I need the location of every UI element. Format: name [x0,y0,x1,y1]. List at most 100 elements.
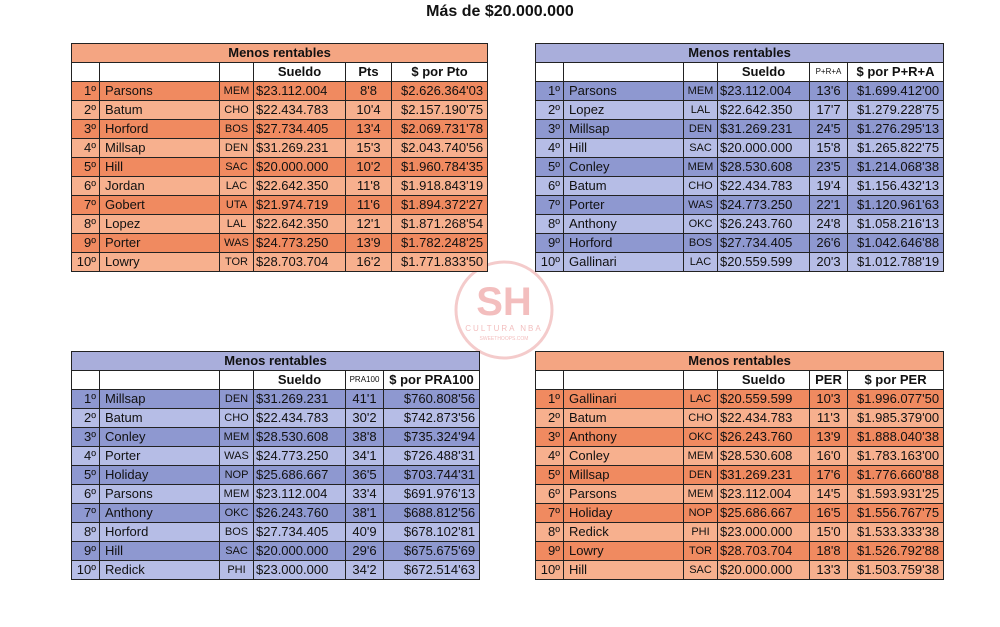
stat-cell: 29'6 [345,541,384,561]
player-cell: Batum [563,408,684,428]
player-cell: Lowry [563,541,684,561]
stat-cell: 34'2 [345,560,384,580]
salary-cell: $27.734.405 [253,119,346,139]
rank-cell: 5º [71,157,100,177]
stat-cell: 11'8 [345,176,392,196]
player-cell: Parsons [563,81,684,101]
player-cell: Hill [563,560,684,580]
table-pts: Menos rentables Sueldo Pts $ por Pto 1º Parso… [70,43,489,272]
column-header-player [563,370,684,390]
table-per: Menos rentables Sueldo PER $ por PER 1º Galli… [534,351,945,580]
rank-cell: 7º [71,195,100,215]
column-header-ratio: $ por P+R+A [846,62,945,82]
stat-cell: 17'6 [809,465,848,485]
ratio-cell: $1.888.040'38 [846,427,945,447]
ratio-cell: $1.533.333'38 [846,522,945,542]
table-row: 8º Horford BOS $27.734.405 40'9 $678.102'81 [71,522,481,542]
table-row: 3º Millsap DEN $31.269.231 24'5 $1.276.295'13 [535,119,945,139]
salary-cell: $24.773.250 [717,195,810,215]
column-header-rank [71,62,100,82]
stat-cell: 13'9 [809,427,848,447]
player-cell: Anthony [563,427,684,447]
salary-cell: $31.269.231 [717,465,810,485]
player-cell: Conley [563,157,684,177]
table-row: 2º Batum CHO $22.434.783 30'2 $742.873'56 [71,408,481,428]
rank-cell: 6º [535,176,564,196]
table-caption: Menos rentables [534,43,945,63]
table-row: 4º Hill SAC $20.000.000 15'8 $1.265.822'75 [535,138,945,158]
column-header-rank [535,62,564,82]
rank-cell: 2º [535,408,564,428]
column-header-ratio: $ por PRA100 [382,370,481,390]
player-cell: Horford [99,522,220,542]
rank-cell: 7º [71,503,100,523]
stat-cell: 16'0 [809,446,848,466]
table-row: 2º Batum CHO $22.434.783 11'3 $1.985.379'00 [535,408,945,428]
page-title: Más de $20.000.000 [426,3,574,20]
player-cell: Batum [99,100,220,120]
column-header-team [683,370,718,390]
salary-cell: $22.434.783 [717,408,810,428]
salary-cell: $23.112.004 [717,81,810,101]
table-row: 10º Lowry TOR $28.703.704 16'2 $1.771.833'50 [71,252,489,272]
rank-cell: 8º [535,522,564,542]
team-cell: OKC [683,214,718,234]
team-cell: SAC [683,560,718,580]
ratio-cell: $1.699.412'00 [846,81,945,101]
logo-line1: CULTURA NBA [465,324,542,333]
table-row: 4º Porter WAS $24.773.250 34'1 $726.488'31 [71,446,481,466]
team-cell: NOP [219,465,254,485]
salary-cell: $31.269.231 [253,389,346,409]
team-cell: LAC [219,176,254,196]
player-cell: Redick [99,560,220,580]
team-cell: WAS [219,446,254,466]
rank-cell: 4º [535,138,564,158]
stat-cell: 38'1 [345,503,384,523]
team-cell: BOS [219,119,254,139]
ratio-cell: $2.626.364'03 [390,81,489,101]
salary-cell: $21.974.719 [253,195,346,215]
player-cell: Parsons [563,484,684,504]
rank-cell: 5º [535,157,564,177]
rank-cell: 6º [71,176,100,196]
table-row: 4º Conley MEM $28.530.608 16'0 $1.783.163'00 [535,446,945,466]
column-header-ratio: $ por Pto [390,62,489,82]
column-header-stat: PER [809,370,848,390]
team-cell: CHO [683,176,718,196]
rank-cell: 5º [535,465,564,485]
team-cell: LAC [683,389,718,409]
rank-cell: 3º [71,119,100,139]
salary-cell: $20.000.000 [253,541,346,561]
salary-cell: $26.243.760 [717,427,810,447]
player-cell: Hill [99,157,220,177]
ratio-cell: $691.976'13 [382,484,481,504]
salary-cell: $20.000.000 [717,138,810,158]
table-row: 7º Gobert UTA $21.974.719 11'6 $1.894.372'27 [71,195,489,215]
stat-cell: 12'1 [345,214,392,234]
column-header-salary: Sueldo [253,62,346,82]
rank-cell: 9º [535,233,564,253]
ratio-cell: $1.503.759'38 [846,560,945,580]
salary-cell: $20.559.599 [717,389,810,409]
column-header-team [683,62,718,82]
column-header-team [219,62,254,82]
table-row: 4º Millsap DEN $31.269.231 15'3 $2.043.740'56 [71,138,489,158]
rank-cell: 9º [535,541,564,561]
stat-cell: 18'8 [809,541,848,561]
salary-cell: $22.642.350 [253,214,346,234]
team-cell: MEM [683,484,718,504]
team-cell: TOR [219,252,254,272]
rank-cell: 2º [535,100,564,120]
player-cell: Anthony [563,214,684,234]
rank-cell: 5º [71,465,100,485]
stat-cell: 16'2 [345,252,392,272]
salary-cell: $22.642.350 [253,176,346,196]
column-header-ratio: $ por PER [846,370,945,390]
salary-cell: $22.434.783 [717,176,810,196]
table-row: 3º Horford BOS $27.734.405 13'4 $2.069.731'78 [71,119,489,139]
salary-cell: $22.434.783 [253,408,346,428]
player-cell: Lowry [99,252,220,272]
ratio-cell: $688.812'56 [382,503,481,523]
ratio-cell: $678.102'81 [382,522,481,542]
team-cell: OKC [683,427,718,447]
